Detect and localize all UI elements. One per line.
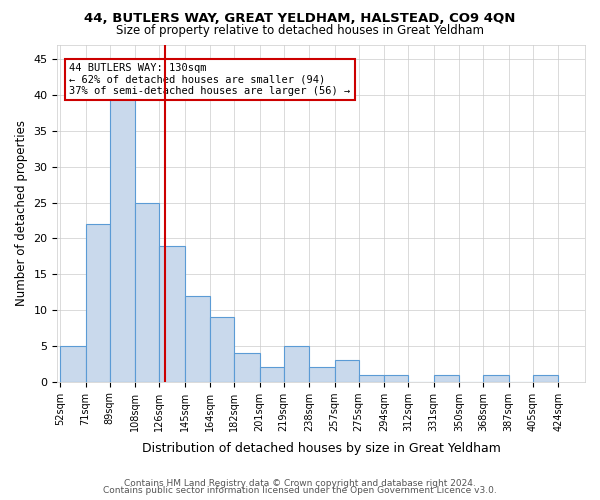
- Bar: [159, 246, 185, 382]
- Bar: [309, 368, 335, 382]
- Bar: [110, 88, 135, 382]
- Y-axis label: Number of detached properties: Number of detached properties: [15, 120, 28, 306]
- Text: Contains public sector information licensed under the Open Government Licence v3: Contains public sector information licen…: [103, 486, 497, 495]
- Text: 44, BUTLERS WAY, GREAT YELDHAM, HALSTEAD, CO9 4QN: 44, BUTLERS WAY, GREAT YELDHAM, HALSTEAD…: [85, 12, 515, 26]
- Bar: [335, 360, 359, 382]
- Bar: [185, 296, 210, 382]
- Bar: [234, 353, 260, 382]
- Text: Size of property relative to detached houses in Great Yeldham: Size of property relative to detached ho…: [116, 24, 484, 37]
- Bar: [483, 374, 509, 382]
- Bar: [60, 346, 86, 382]
- Bar: [384, 374, 408, 382]
- Bar: [284, 346, 309, 382]
- Text: 44 BUTLERS WAY: 130sqm
← 62% of detached houses are smaller (94)
37% of semi-det: 44 BUTLERS WAY: 130sqm ← 62% of detached…: [70, 63, 351, 96]
- X-axis label: Distribution of detached houses by size in Great Yeldham: Distribution of detached houses by size …: [142, 442, 500, 455]
- Bar: [86, 224, 110, 382]
- Bar: [260, 368, 284, 382]
- Bar: [533, 374, 558, 382]
- Bar: [434, 374, 459, 382]
- Bar: [210, 317, 234, 382]
- Bar: [135, 202, 159, 382]
- Bar: [359, 374, 384, 382]
- Text: Contains HM Land Registry data © Crown copyright and database right 2024.: Contains HM Land Registry data © Crown c…: [124, 478, 476, 488]
